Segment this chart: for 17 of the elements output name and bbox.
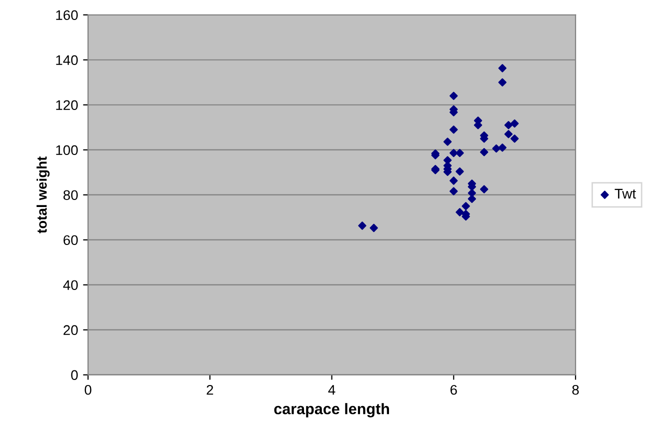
y-tick-label: 0: [71, 370, 78, 380]
x-tick-label: 0: [84, 384, 92, 395]
x-tick-label: 8: [572, 384, 579, 395]
y-tick-label: 60: [64, 235, 78, 246]
y-tick-label: 140: [56, 55, 78, 66]
y-axis-title: total weight: [36, 156, 50, 234]
x-tick-label: 6: [450, 384, 457, 395]
y-tick-label: 20: [64, 325, 78, 336]
x-tick-label: 4: [328, 385, 336, 395]
y-tick-label: 100: [56, 145, 78, 156]
y-tick-label: 80: [63, 190, 78, 200]
y-tick-label: 120: [56, 100, 78, 110]
y-tick-label: 40: [63, 280, 78, 290]
x-axis-title: carapace length: [274, 403, 390, 418]
legend-label: Twt: [614, 188, 636, 199]
x-tick-label: 2: [206, 384, 214, 395]
y-tick-label: 160: [56, 10, 78, 20]
